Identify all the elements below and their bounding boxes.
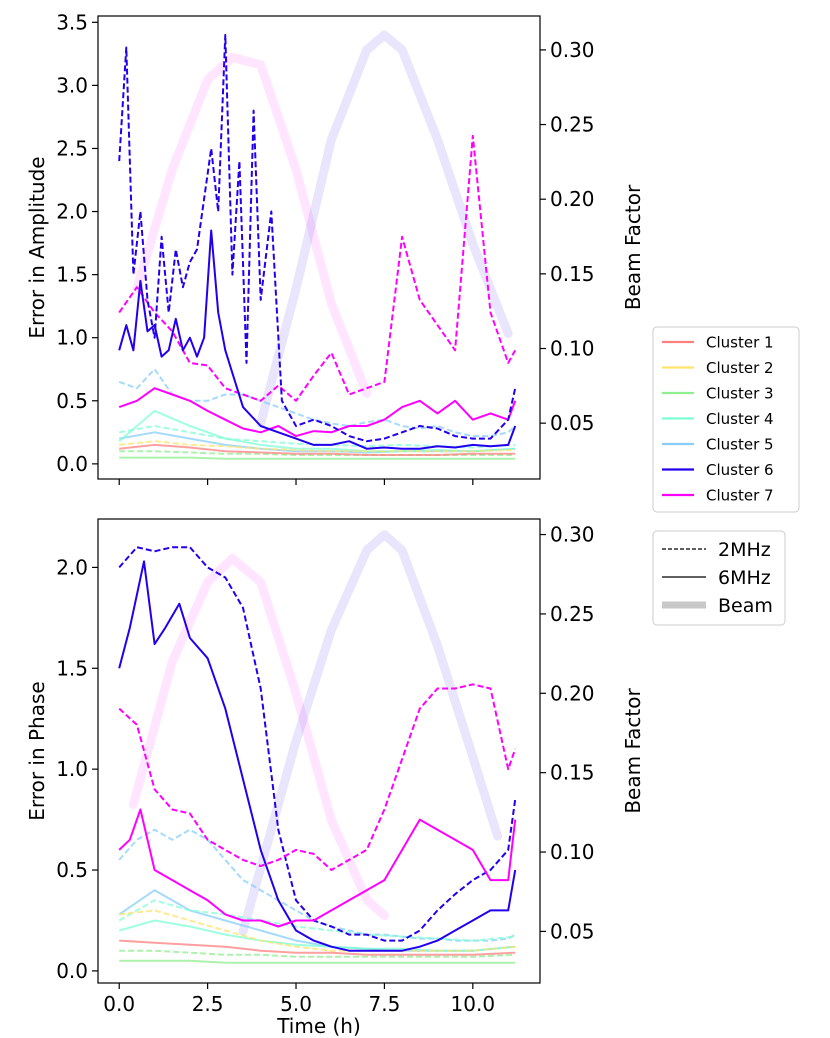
x-tick-label: 0.0 — [103, 992, 135, 1016]
y2-tick-label: 0.20 — [550, 187, 595, 211]
y2-tick-label: 0.05 — [550, 919, 595, 943]
y-tick-label: 1.0 — [56, 757, 88, 781]
y2-tick-label: 0.10 — [550, 337, 595, 361]
plot-frame — [97, 518, 541, 984]
y-axis-title: Error in Amplitude — [25, 156, 49, 338]
y-axis-title: Error in Phase — [25, 681, 49, 820]
legend-item: Cluster 5 — [662, 436, 774, 454]
beam-line-cluster-6 — [238, 530, 503, 936]
x-tick-label: 7.5 — [369, 992, 401, 1016]
y-tick-label: 2.0 — [56, 555, 88, 579]
beam-line-cluster-6 — [256, 30, 513, 428]
legend-item: 2MHz — [662, 539, 771, 561]
series-line-cluster-7-6mhz — [118, 808, 517, 928]
plot-frame — [97, 15, 541, 480]
y2-axis-title: Beam Factor — [621, 184, 645, 310]
legend-item-label: Cluster 2 — [706, 359, 774, 377]
legend-item-label: Cluster 6 — [706, 461, 774, 479]
beam-line-cluster-7 — [128, 553, 389, 920]
legend-item-label: Cluster 3 — [706, 385, 774, 403]
legend-item: Cluster 1 — [662, 334, 774, 352]
series-line-cluster-6-2mhz — [118, 33, 517, 443]
y2-tick-label: 0.20 — [550, 681, 595, 705]
series-line-cluster-4-2mhz — [118, 899, 516, 942]
legend-styles: 2MHz 6MHz Beam — [652, 530, 786, 626]
y-tick-label: 0.5 — [56, 389, 88, 413]
legend-item: Cluster 6 — [662, 461, 774, 479]
legend-item: 6MHz — [662, 567, 771, 589]
series-line-cluster-2-2mhz — [119, 909, 516, 952]
series-line-cluster-6-6mhz — [118, 229, 517, 450]
plot-area — [118, 30, 517, 460]
series-line-cluster-3-6mhz — [119, 456, 516, 460]
legend-item: Cluster 3 — [662, 385, 774, 403]
legend-item: Cluster 4 — [662, 410, 774, 428]
legend-item-label: 2MHz — [718, 539, 771, 561]
y-tick-label: 3.5 — [56, 10, 88, 34]
series-line-cluster-6-2mhz — [118, 546, 517, 942]
y2-tick-label: 0.15 — [550, 761, 595, 785]
legend-item-label: Cluster 5 — [706, 436, 774, 454]
y2-axis-title: Beam Factor — [621, 688, 645, 814]
series-line-cluster-7-6mhz — [118, 387, 517, 438]
series-line-cluster-1-6mhz — [119, 443, 516, 456]
y2-tick-label: 0.30 — [550, 38, 595, 62]
legend-item: Cluster 2 — [662, 359, 774, 377]
bottom-panel: 0.0 2.5 5.0 7.5 10.0 0.0 0.5 1.0 1.5 2.0 0.05 0.10 0… — [25, 518, 645, 1038]
y2-tick-label: 0.15 — [550, 262, 595, 286]
top-panel: 0.0 0.5 1.0 1.5 2.0 2.5 3.0 3.5 0.05 0.10 0.15 0.20… — [25, 10, 645, 485]
y-tick-label: 1.5 — [56, 263, 88, 287]
y-tick-label: 2.0 — [56, 200, 88, 224]
y2-tick-label: 0.30 — [550, 523, 595, 547]
plot-area — [118, 530, 517, 964]
legend-item-label: 6MHz — [718, 567, 771, 589]
y2-tick-label: 0.25 — [550, 113, 595, 137]
beam-line-cluster-7 — [132, 52, 372, 398]
legend-clusters: Cluster 1 Cluster 2 Cluster 3 Cluster 4 Clus… — [652, 326, 800, 513]
legend-item: Cluster 7 — [662, 487, 774, 505]
y-tick-label: 2.5 — [56, 136, 88, 160]
legend-clusters-box — [652, 326, 800, 513]
series-line-cluster-4-6mhz — [118, 919, 516, 952]
series-line-cluster-2-2mhz — [119, 440, 516, 453]
y-tick-label: 0.0 — [56, 452, 88, 476]
x-tick-label: 5.0 — [280, 992, 312, 1016]
x-tick-label: 2.5 — [192, 992, 224, 1016]
y-tick-label: 1.0 — [56, 326, 88, 350]
legend-item-label: Cluster 7 — [706, 487, 774, 505]
legend-item-label: Beam — [718, 595, 773, 617]
legend-item: Beam — [662, 595, 773, 617]
series-line-cluster-7-2mhz — [118, 134, 517, 402]
y-tick-label: 0.0 — [56, 959, 88, 983]
y2-tick-label: 0.10 — [550, 840, 595, 864]
y-tick-label: 1.5 — [56, 656, 88, 680]
x-tick-label: 10.0 — [451, 992, 496, 1016]
y2-tick-label: 0.25 — [550, 602, 595, 626]
legend-item-label: Cluster 1 — [706, 334, 774, 352]
y-tick-label: 0.5 — [56, 858, 88, 882]
series-line-cluster-6-6mhz — [118, 560, 517, 952]
series-line-cluster-1-6mhz — [119, 939, 516, 956]
x-axis-title: Time (h) — [276, 1014, 361, 1038]
y2-tick-label: 0.05 — [550, 411, 595, 435]
legend-item-label: Cluster 4 — [706, 410, 774, 428]
series-line-cluster-3-2mhz — [119, 949, 516, 958]
series-line-cluster-3-6mhz — [119, 959, 516, 964]
y-tick-label: 3.0 — [56, 73, 88, 97]
